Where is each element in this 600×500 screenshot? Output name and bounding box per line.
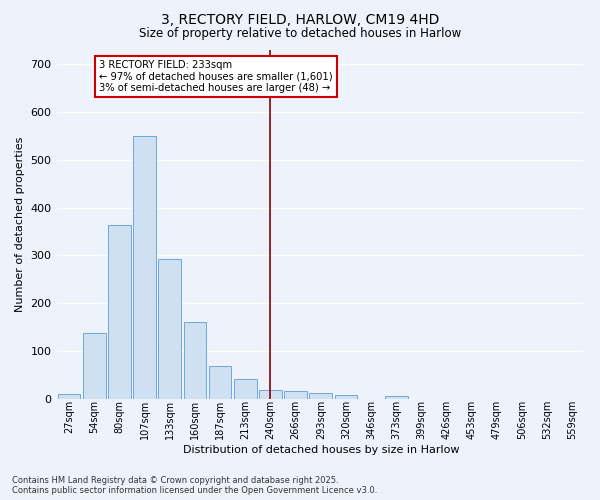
Bar (259, 390, 282, 398)
Bar (385, 396, 407, 398)
Bar (133, 136, 156, 398)
Bar (284, 391, 307, 398)
Bar (108, 226, 131, 398)
Bar (310, 393, 332, 398)
Bar (58, 394, 80, 398)
Bar (158, 258, 181, 398)
Bar (209, 366, 232, 398)
Bar (83, 333, 106, 398)
Text: 3 RECTORY FIELD: 233sqm
← 97% of detached houses are smaller (1,601)
3% of semi-: 3 RECTORY FIELD: 233sqm ← 97% of detache… (100, 60, 333, 93)
Bar (335, 395, 357, 398)
X-axis label: Distribution of detached houses by size in Harlow: Distribution of detached houses by size … (182, 445, 459, 455)
Text: Contains HM Land Registry data © Crown copyright and database right 2025.
Contai: Contains HM Land Registry data © Crown c… (12, 476, 377, 495)
Bar (234, 378, 257, 398)
Bar (184, 322, 206, 398)
Y-axis label: Number of detached properties: Number of detached properties (15, 136, 25, 312)
Text: 3, RECTORY FIELD, HARLOW, CM19 4HD: 3, RECTORY FIELD, HARLOW, CM19 4HD (161, 12, 439, 26)
Text: Size of property relative to detached houses in Harlow: Size of property relative to detached ho… (139, 28, 461, 40)
